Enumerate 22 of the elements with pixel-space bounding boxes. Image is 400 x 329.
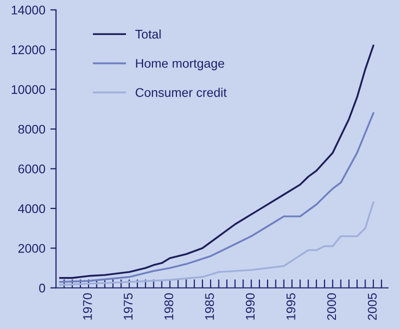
x-tick-label: 1990 bbox=[246, 293, 255, 320]
x-tick-label: 2005 bbox=[368, 293, 377, 320]
line-series bbox=[59, 44, 374, 279]
x-tick-label: 1970 bbox=[83, 293, 92, 320]
x-tick-label: 1980 bbox=[164, 293, 174, 320]
y-tick-label: 6000 bbox=[18, 164, 46, 174]
x-tick-label: 1995 bbox=[286, 293, 296, 320]
y-tick-label: 2000 bbox=[18, 244, 46, 253]
x-tick-label: 1975 bbox=[124, 293, 133, 320]
y-tick-label: 8000 bbox=[18, 124, 46, 134]
y-tick-label: 0 bbox=[39, 284, 46, 293]
y-tick-label: 10000 bbox=[12, 85, 46, 94]
x-tick-label: 2000 bbox=[327, 293, 336, 320]
x-tick-label: 1985 bbox=[205, 293, 214, 320]
y-tick-label: 4000 bbox=[18, 204, 46, 214]
legend-label: Total bbox=[135, 29, 161, 39]
y-tick-label: 12000 bbox=[12, 45, 46, 54]
y-tick-label: 14000 bbox=[12, 6, 46, 15]
legend-label: Home mortgage bbox=[136, 59, 224, 70]
legend-label: Consumer credit bbox=[136, 88, 227, 97]
line-series bbox=[59, 202, 374, 286]
line-series bbox=[59, 112, 374, 283]
